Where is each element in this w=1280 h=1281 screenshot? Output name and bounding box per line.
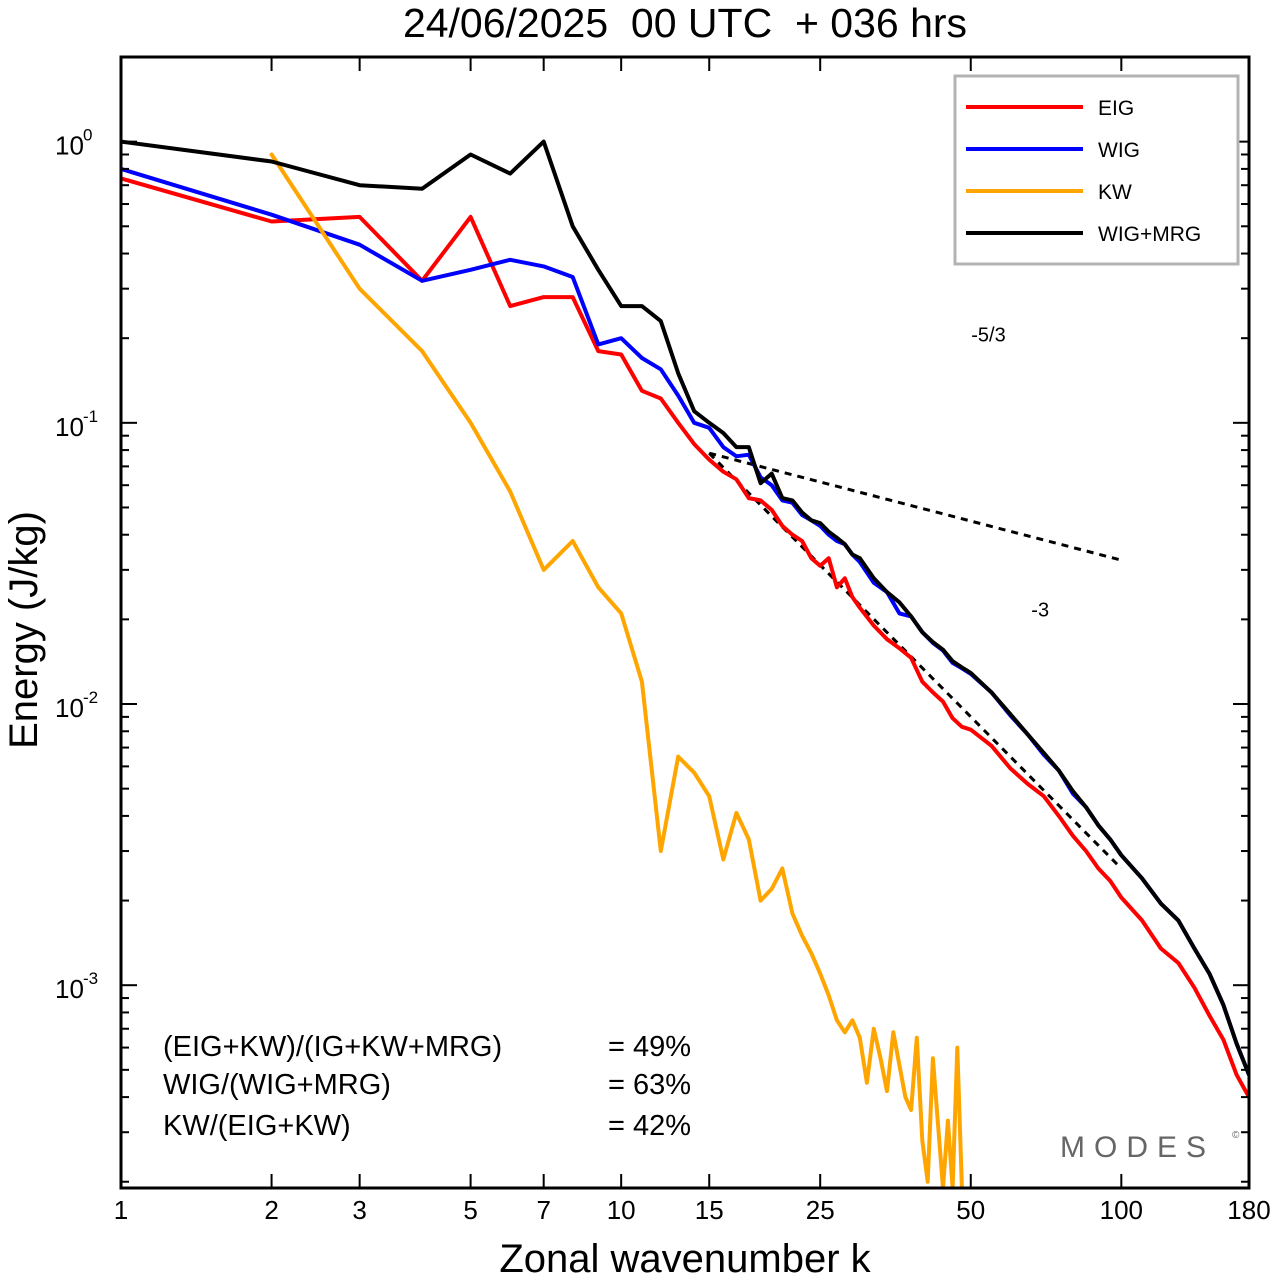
annotation-value: = 63% <box>608 1069 691 1101</box>
series-line-wig <box>121 166 1249 1077</box>
x-tick-label: 180 <box>1227 1195 1270 1225</box>
legend: EIG WIG KW WIG+MRG <box>953 74 1240 266</box>
slope-label: -3 <box>1031 599 1049 621</box>
y-tick-exponent: -2 <box>83 688 98 707</box>
y-tick-exponent: 0 <box>83 126 92 145</box>
annotation-label: KW/(EIG+KW) <box>163 1110 351 1142</box>
reference-line-5-3 <box>708 451 1122 562</box>
axis-ticks <box>120 56 1250 1188</box>
chart-title: 24/06/2025 00 UTC + 036 hrs <box>403 0 967 46</box>
plot-area: -5/3 -3 <box>119 55 1251 1190</box>
annotation-value: = 49% <box>608 1031 691 1063</box>
legend-label-kw: KW <box>1098 181 1132 204</box>
annotation-value: = 42% <box>608 1110 691 1142</box>
y-tick-label: 10 <box>55 974 84 1004</box>
y-axis-label: Energy (J/kg) <box>2 511 46 749</box>
x-tick-label: 100 <box>1100 1195 1143 1225</box>
x-tick-label: 25 <box>806 1195 835 1225</box>
ratio-annotations: (EIG+KW)/(IG+KW+MRG) = 49% WIG/(WIG+MRG)… <box>163 1031 691 1142</box>
plot-frame <box>119 55 1251 1190</box>
y-tick-label: 10 <box>55 693 84 723</box>
legend-items: EIG WIG KW WIG+MRG <box>966 97 1201 246</box>
x-tick-label: 5 <box>463 1195 477 1225</box>
y-tick-label: 10 <box>55 131 84 161</box>
legend-label-wig: WIG <box>1098 139 1140 162</box>
y-tick-exponent: -1 <box>83 407 98 426</box>
annotation-label: (EIG+KW)/(IG+KW+MRG) <box>163 1031 502 1063</box>
x-tick-label: 10 <box>607 1195 636 1225</box>
modes-watermark: MODES <box>1060 1131 1215 1164</box>
x-tick-label: 15 <box>695 1195 724 1225</box>
copyright-symbol: © <box>1232 1130 1240 1141</box>
y-tick-label: 10 <box>55 412 84 442</box>
annotation-label: WIG/(WIG+MRG) <box>163 1069 391 1101</box>
x-tick-label: 2 <box>264 1195 278 1225</box>
x-tick-label: 7 <box>536 1195 550 1225</box>
series-line-eig <box>121 176 1249 1100</box>
legend-label-eig: EIG <box>1098 97 1134 120</box>
x-tick-label: 50 <box>956 1195 985 1225</box>
series-line-wig-mrg <box>121 139 1249 1077</box>
series-lines <box>121 139 1249 1188</box>
y-tick-exponent: -3 <box>83 969 98 988</box>
reference-line-3 <box>708 452 1123 870</box>
x-tick-label: 3 <box>352 1195 366 1225</box>
x-axis-label: Zonal wavenumber k <box>499 1237 871 1281</box>
x-tick-label: 1 <box>114 1195 128 1225</box>
reference-lines <box>708 451 1123 870</box>
series-line-kw <box>269 152 964 1188</box>
legend-label-wig-mrg: WIG+MRG <box>1098 223 1201 246</box>
slope-label: -5/3 <box>971 324 1005 346</box>
